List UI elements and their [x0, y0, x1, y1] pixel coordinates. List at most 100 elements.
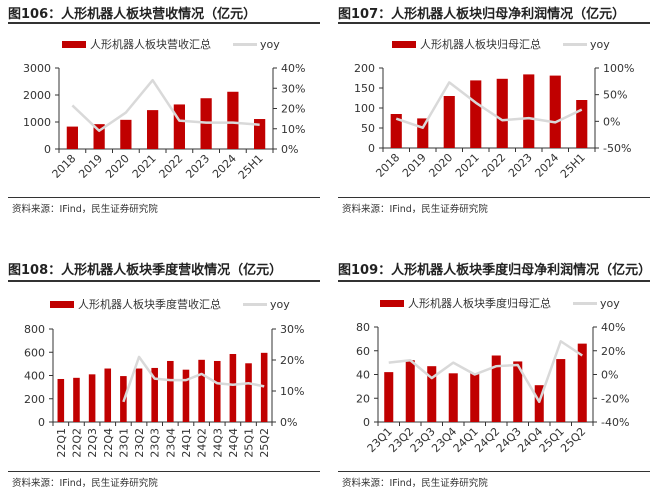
- x-tick-label: 2018: [373, 151, 402, 180]
- bar: [443, 96, 455, 148]
- right-tick-label: -20%: [601, 392, 629, 405]
- left-tick-label: 200: [354, 62, 375, 75]
- legend-line-swatch: [243, 302, 267, 306]
- x-tick-label: 2024: [532, 151, 561, 180]
- legend: 人形机器人板块季度营收汇总 yoy: [50, 296, 290, 312]
- x-tick-label: 24Q3: [211, 428, 224, 458]
- left-tick-label: 0: [363, 416, 370, 429]
- legend-line-swatch: [573, 301, 597, 305]
- x-tick-label: 22Q1: [55, 428, 68, 458]
- bar: [405, 360, 415, 422]
- x-tick-label: 25Q2: [258, 428, 271, 458]
- bar: [260, 352, 268, 422]
- bar: [245, 363, 252, 422]
- left-tick-label: 0: [368, 142, 375, 155]
- legend-line-label: yoy: [270, 297, 290, 311]
- bar: [556, 359, 566, 422]
- x-tick-label: 24Q4: [227, 428, 240, 458]
- title-rule: [8, 280, 320, 282]
- chart-title: 图106：人形机器人板块营收情况（亿元）: [8, 7, 257, 22]
- left-tick-label: 20: [356, 392, 370, 405]
- chart-title: 图108：人形机器人板块季度营收情况（亿元）: [8, 263, 283, 278]
- right-tick-label: -50%: [603, 142, 631, 155]
- source-rule: [8, 197, 320, 198]
- legend-bar-swatch: [380, 299, 404, 307]
- legend-line-label: yoy: [260, 37, 280, 51]
- left-tick-label: 0: [44, 143, 51, 156]
- x-tick-label: 22Q2: [70, 428, 83, 458]
- x-tick-label: 2022: [157, 152, 186, 181]
- bar: [104, 368, 112, 422]
- chart-source: 资料来源：IFind，民生证券研究院: [342, 204, 488, 215]
- bar: [523, 74, 535, 148]
- bar: [470, 373, 480, 422]
- bar: [135, 368, 143, 422]
- x-tick-label: 25Q1: [243, 428, 256, 458]
- right-tick-label: 0%: [603, 115, 620, 128]
- bar: [147, 110, 159, 149]
- right-tick-label: 30%: [280, 323, 304, 336]
- legend-bar-swatch: [392, 40, 416, 48]
- left-tick-label: 150: [354, 82, 375, 95]
- left-tick-label: 3000: [23, 62, 51, 75]
- legend: 人形机器人板块营收汇总 yoy: [62, 36, 280, 52]
- bar: [167, 360, 174, 422]
- left-tick-label: 60: [356, 345, 370, 358]
- x-tick-label: 2023: [506, 151, 535, 180]
- x-tick-label: 24Q1: [180, 428, 193, 458]
- bar: [491, 355, 501, 422]
- title-rule: [8, 22, 320, 24]
- legend-line-swatch: [233, 42, 257, 46]
- right-tick-label: 10%: [281, 123, 305, 136]
- right-tick-label: 20%: [601, 345, 625, 358]
- x-tick-label: 23Q1: [117, 428, 130, 458]
- right-tick-label: 40%: [601, 321, 625, 334]
- legend-bar-swatch: [50, 300, 74, 308]
- yoy-line: [122, 355, 265, 403]
- right-tick-label: -40%: [601, 416, 629, 429]
- x-tick-label: 2019: [400, 151, 429, 180]
- left-tick-label: 800: [24, 323, 45, 336]
- right-tick-label: 40%: [281, 62, 305, 75]
- x-tick-label: 25H1: [558, 151, 588, 181]
- legend-bar-label: 人形机器人板块营收汇总: [90, 38, 211, 51]
- x-tick-label: 2019: [76, 152, 105, 181]
- legend: 人形机器人板块归母汇总 yoy: [392, 36, 610, 52]
- left-tick-label: 1000: [23, 116, 51, 129]
- bar: [93, 124, 105, 149]
- left-tick-label: 600: [24, 346, 45, 359]
- bar: [227, 91, 239, 149]
- bar: [384, 372, 394, 422]
- bar: [448, 373, 458, 422]
- bar: [198, 359, 205, 422]
- legend-line-swatch: [563, 42, 587, 46]
- bar: [57, 378, 65, 422]
- title-rule: [338, 22, 650, 24]
- bar: [254, 119, 266, 149]
- left-tick-label: 80: [356, 321, 370, 334]
- right-tick-label: 0%: [601, 369, 618, 382]
- bar: [120, 119, 132, 149]
- bar: [66, 126, 78, 149]
- x-tick-label: 2018: [50, 152, 79, 181]
- yoy-line: [395, 81, 583, 129]
- right-tick-label: 0%: [280, 416, 297, 429]
- bar: [496, 78, 508, 148]
- x-tick-label: 2024: [210, 152, 239, 181]
- chart-title: 图109：人形机器人板块季度归母净利润情况（亿元）: [338, 263, 652, 278]
- right-tick-label: 20%: [280, 354, 304, 367]
- x-tick-label: 23Q2: [133, 428, 146, 458]
- legend-line-label: yoy: [590, 37, 610, 51]
- yoy-line: [388, 340, 583, 404]
- right-tick-label: 100%: [603, 62, 634, 75]
- chart-source: 资料来源：IFind，民生证券研究院: [12, 478, 158, 489]
- source-rule: [8, 471, 320, 472]
- right-tick-label: 10%: [280, 385, 304, 398]
- x-tick-label: 2022: [479, 151, 508, 180]
- x-tick-label: 25H1: [236, 152, 266, 182]
- bar: [576, 100, 588, 148]
- title-rule: [338, 280, 650, 282]
- x-tick-label: 2020: [426, 151, 455, 180]
